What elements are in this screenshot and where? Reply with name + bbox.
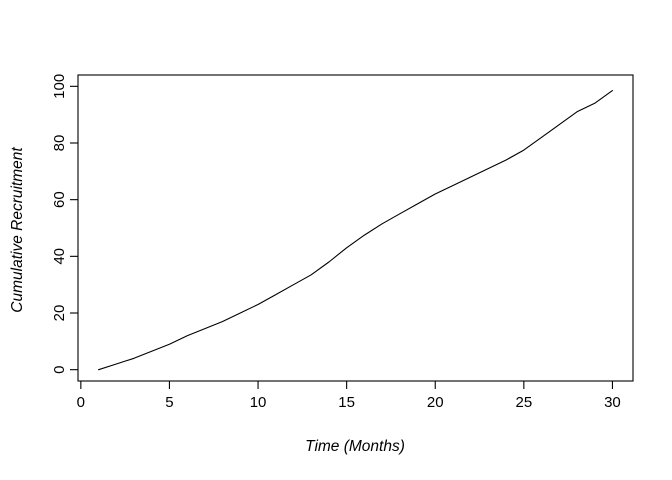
plot-box (77, 74, 634, 382)
x-tick-label: 10 (250, 394, 267, 411)
y-tick-label: 100 (51, 74, 68, 99)
x-tick-label: 0 (77, 394, 85, 411)
x-tick-label: 25 (515, 394, 532, 411)
y-axis-title: Cumulative Recruitment (9, 147, 26, 313)
y-tick-label: 60 (51, 191, 68, 208)
y-tick-label: 40 (51, 248, 68, 265)
y-tick-label: 0 (51, 365, 68, 373)
cumulative-recruitment-line (98, 90, 613, 371)
x-tick-label: 15 (338, 394, 355, 411)
x-tick-label: 30 (604, 394, 621, 411)
x-tick-label: 5 (165, 394, 173, 411)
y-tick-label: 80 (51, 135, 68, 152)
x-axis-title: Time (Months) (305, 438, 405, 455)
y-tick-label: 20 (51, 305, 68, 322)
x-tick-label: 20 (427, 394, 444, 411)
plot-area: 0 5 10 15 20 25 30 0 20 40 60 80 100 (51, 74, 634, 411)
